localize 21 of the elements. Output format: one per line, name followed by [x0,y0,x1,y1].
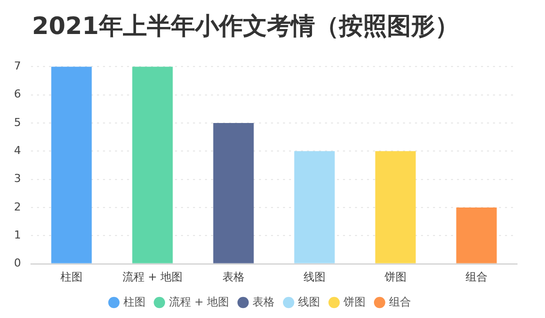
y-tick-label: 5 [14,116,21,129]
x-tick-label: 表格 [222,270,244,284]
legend-label: 线图 [298,295,320,308]
y-tick-label: 2 [14,200,21,214]
x-tick-label: 流程 + 地图 [122,270,183,284]
x-tick-label: 饼图 [384,270,406,284]
y-tick-label: 1 [14,228,21,242]
y-tick-label: 0 [14,256,21,270]
legend-label: 柱图 [123,295,146,308]
y-tick-label: 4 [14,144,21,157]
y-tick-label: 7 [14,59,21,72]
y-tick-label: 3 [14,172,21,186]
x-tick-label: 组合 [466,270,488,284]
legend-label: 饼图 [342,295,366,308]
legend-label: 表格 [252,295,275,308]
legend-label: 流程 + 地图 [168,295,230,308]
chart-title: 2021年上半年小作文考情（按照图形） [31,11,460,42]
x-tick-label: 线图 [304,270,326,284]
y-tick-label: 6 [14,88,21,101]
legend-label: 组合 [389,295,412,308]
x-tick-label: 柱图 [60,270,82,284]
